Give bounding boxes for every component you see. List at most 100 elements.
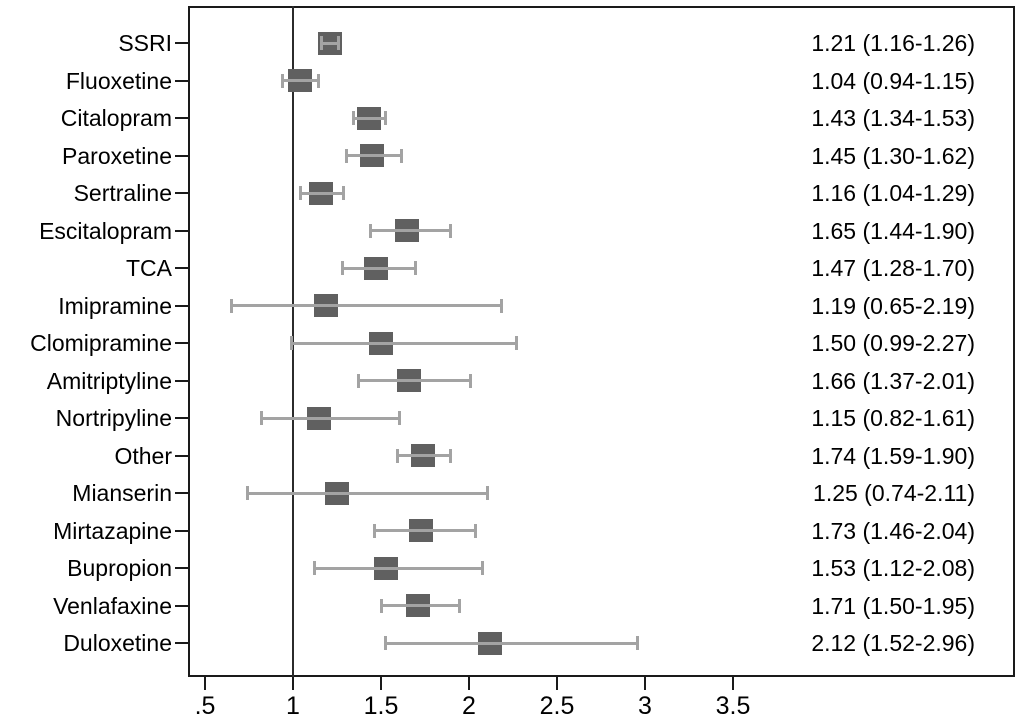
ci-cap-right (514, 336, 518, 350)
ci-line (300, 191, 345, 195)
ci-line (370, 229, 452, 232)
ci-cap-left (281, 73, 285, 88)
ci-cap-right (486, 486, 490, 500)
ci-cap-right (317, 73, 321, 88)
ci-cap-left (320, 36, 324, 50)
ci-cap-right (481, 561, 485, 575)
row-label: TCA (126, 255, 172, 281)
row-estimate-text: 2.12 (1.52-2.96) (811, 630, 975, 656)
row-label: Other (114, 442, 172, 469)
y-axis-tick (175, 192, 188, 194)
x-axis-tick (556, 677, 558, 690)
y-axis-tick (175, 267, 188, 269)
ci-line (261, 416, 401, 420)
ci-line (358, 379, 471, 382)
row-label: Fluoxetine (65, 67, 172, 94)
ci-cap-left (372, 523, 376, 538)
ci-cap-right (449, 223, 453, 238)
ci-cap-left (383, 636, 387, 650)
ci-cap-right (458, 598, 462, 613)
row-label: Bupropion (67, 555, 172, 581)
row-label: Venlafaxine (53, 592, 172, 619)
y-axis-tick (175, 379, 188, 382)
ci-cap-left (260, 411, 264, 425)
ci-cap-left (246, 486, 250, 500)
ci-line (291, 341, 517, 345)
y-axis-tick (175, 642, 188, 644)
row-estimate-text: 1.71 (1.50-1.95) (811, 592, 975, 619)
ci-cap-right (400, 148, 404, 163)
plot-frame (188, 6, 1015, 677)
y-axis-tick (175, 529, 188, 532)
ci-line (247, 491, 489, 495)
row-estimate-text: 1.25 (0.74-2.11) (813, 480, 975, 506)
y-axis-tick (175, 117, 188, 119)
x-axis-tick (204, 677, 206, 690)
x-axis-tick-label: 2.5 (539, 692, 575, 720)
y-axis-tick (175, 79, 188, 82)
ci-cap-right (474, 523, 478, 538)
ci-cap-left (299, 186, 303, 200)
y-axis-tick (175, 229, 188, 232)
y-axis-tick (175, 454, 188, 457)
ci-line (381, 604, 461, 607)
row-label: Mianserin (72, 480, 172, 506)
row-estimate-text: 1.15 (0.82-1.61) (811, 405, 975, 431)
ci-cap-right (336, 36, 340, 50)
row-label: Mirtazapine (53, 517, 172, 544)
ci-cap-left (290, 336, 294, 350)
ci-line (231, 304, 503, 307)
ci-line (373, 529, 477, 532)
y-axis-tick (175, 492, 188, 494)
ci-cap-left (344, 148, 348, 163)
row-label: Sertraline (73, 180, 172, 206)
row-label: Imipramine (58, 292, 172, 319)
row-estimate-text: 1.53 (1.12-2.08) (811, 555, 975, 581)
x-axis-tick (468, 677, 470, 690)
ci-line (384, 641, 638, 645)
x-axis-tick-label: 1.5 (363, 692, 399, 720)
ci-line (282, 79, 320, 82)
y-axis-tick (175, 567, 188, 569)
row-label: Escitalopram (39, 217, 172, 244)
ci-cap-right (342, 186, 346, 200)
row-label: Paroxetine (62, 142, 172, 169)
x-axis-tick-label: 1 (286, 692, 300, 720)
x-axis-tick-label: 3.5 (715, 692, 751, 720)
ci-line (352, 116, 387, 120)
row-estimate-text: 1.74 (1.59-1.90) (811, 442, 975, 469)
row-label: Amitriptyline (46, 367, 172, 394)
x-axis-tick (292, 677, 294, 690)
ci-line (342, 266, 417, 270)
x-axis-tick (644, 677, 646, 690)
row-estimate-text: 1.47 (1.28-1.70) (811, 255, 975, 281)
row-estimate-text: 1.19 (0.65-2.19) (811, 292, 975, 319)
ci-line (345, 154, 403, 157)
ci-cap-left (230, 298, 234, 313)
ci-cap-right (414, 261, 418, 275)
ci-cap-left (313, 561, 317, 575)
ci-cap-right (384, 111, 388, 125)
y-axis-tick (175, 342, 188, 344)
ci-cap-left (380, 598, 383, 613)
row-label: Citalopram (60, 105, 172, 131)
row-label: Duloxetine (63, 630, 172, 656)
y-axis-tick (175, 42, 188, 44)
x-axis-tick (380, 677, 382, 690)
ci-cap-right (449, 448, 453, 463)
ci-cap-right (468, 373, 472, 388)
ci-cap-left (395, 448, 399, 463)
row-estimate-text: 1.50 (0.99-2.27) (811, 330, 975, 356)
y-axis-tick (175, 154, 188, 157)
row-label: Nortripyline (55, 405, 172, 431)
y-axis-tick (175, 304, 188, 307)
x-axis-tick (732, 677, 734, 690)
ci-cap-left (369, 223, 373, 238)
row-label: Clomipramine (30, 330, 172, 356)
y-axis-tick (175, 604, 188, 607)
ci-cap-left (351, 111, 355, 125)
x-axis-tick-label: 2 (462, 692, 476, 720)
ci-cap-right (635, 636, 639, 650)
ci-cap-right (500, 298, 504, 313)
